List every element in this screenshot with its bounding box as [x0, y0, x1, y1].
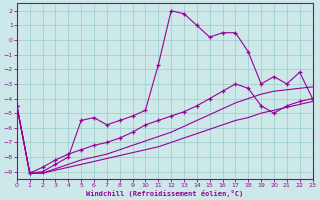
- X-axis label: Windchill (Refroidissement éolien,°C): Windchill (Refroidissement éolien,°C): [86, 190, 243, 197]
